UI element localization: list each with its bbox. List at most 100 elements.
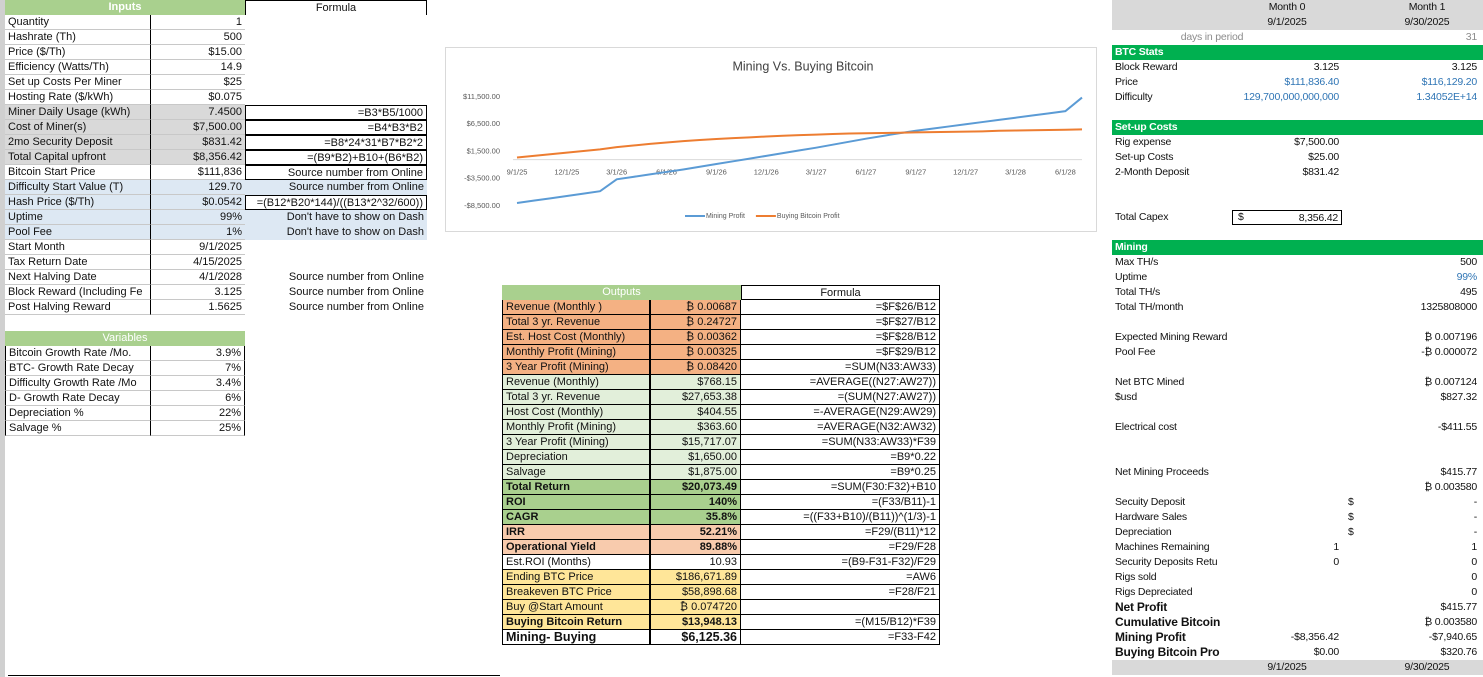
- input-formula: Source number from Online: [245, 285, 427, 300]
- input-formula: =(B12*B20*144)/((B13*2^32/600)): [245, 195, 427, 210]
- output-value: $27,653.38: [650, 390, 741, 405]
- row-label: Depreciation: [1115, 526, 1172, 538]
- input-value: $7,500.00: [150, 120, 245, 135]
- input-value: 4/1/2028: [150, 270, 245, 285]
- formula-header: Formula: [741, 285, 940, 300]
- output-formula: =B9*0.22: [741, 450, 940, 465]
- x-tick-label: 12/1/25: [554, 168, 579, 177]
- output-formula: =((F33+B10)/(B11))^(1/3)-1: [741, 510, 940, 525]
- variable-label: Difficulty Growth Rate /Mo: [5, 376, 150, 391]
- output-value: $58,898.68: [650, 585, 741, 600]
- row-label: Total TH/month: [1115, 301, 1184, 313]
- output-label: 3 Year Profit (Mining): [502, 360, 650, 375]
- legend-label: Mining Profit: [706, 213, 745, 220]
- row-gutter: [0, 0, 5, 677]
- month1-value: ₿ 0.007196: [1424, 331, 1478, 343]
- output-label: Total 3 yr. Revenue: [502, 315, 650, 330]
- month1-value: -$411.55: [1437, 421, 1477, 433]
- row-label: Pool Fee: [1115, 346, 1156, 358]
- variable-label: D- Growth Rate Decay: [5, 391, 150, 406]
- formula-header: Formula: [245, 0, 427, 15]
- section-header: Mining: [1112, 240, 1483, 255]
- output-formula: =$F$27/B12: [741, 315, 940, 330]
- input-value: 129.70: [150, 180, 245, 195]
- input-value: $831.42: [150, 135, 245, 150]
- output-formula: =(M15/B12)*F39: [741, 615, 940, 630]
- input-value: 7.4500: [150, 105, 245, 120]
- chart-title: Mining Vs. Buying Bitcoin: [732, 59, 873, 73]
- month1-value: 495: [1460, 286, 1477, 298]
- row-label: Net Profit: [1115, 600, 1168, 614]
- row-label: Rigs Depreciated: [1115, 586, 1193, 598]
- month1-value: 3.125: [1451, 61, 1477, 73]
- month1-value: ₿ 0.003580: [1424, 481, 1478, 493]
- row-bg: [1112, 15, 1483, 30]
- output-label: Operational Yield: [502, 540, 650, 555]
- input-label: Cost of Miner(s): [5, 120, 150, 135]
- y-tick-label: $6,500.00: [467, 119, 500, 128]
- output-value: $13,948.13: [650, 615, 741, 630]
- input-label: Miner Daily Usage (kWh): [5, 105, 150, 120]
- output-formula: =SUM(F30:F32)+B10: [741, 480, 940, 495]
- output-value: ₿ 0.00687: [650, 300, 741, 315]
- input-value: $0.0542: [150, 195, 245, 210]
- output-formula: =F29/F28: [741, 540, 940, 555]
- month1-value: $827.32: [1440, 391, 1477, 403]
- output-formula: =B9*0.25: [741, 465, 940, 480]
- row-label: Price: [1115, 76, 1138, 88]
- row-label: Rigs sold: [1115, 571, 1157, 583]
- output-value: $20,073.49: [650, 480, 741, 495]
- input-formula: Don't have to show on Dash: [245, 225, 427, 240]
- output-value: ₿ 0.24727: [650, 315, 741, 330]
- input-label: Price ($/Th): [5, 45, 150, 60]
- month1-value: 0: [1471, 556, 1477, 568]
- output-label: Monthly Profit (Mining): [502, 420, 650, 435]
- output-formula: =-AVERAGE(N29:AW29): [741, 405, 940, 420]
- y-tick-label: -$8,500.00: [464, 201, 500, 210]
- output-value: ₿ 0.074720: [650, 600, 741, 615]
- row-label: Uptime: [1115, 271, 1148, 283]
- output-formula: =$F$28/B12: [741, 330, 940, 345]
- currency: $: [1348, 511, 1354, 523]
- month0-value: $0.00: [1313, 646, 1339, 658]
- input-label: Efficiency (Watts/Th): [5, 60, 150, 75]
- output-value: 52.21%: [650, 525, 741, 540]
- row-label: Hardware Sales: [1115, 511, 1187, 523]
- input-label: Total Capital upfront: [5, 150, 150, 165]
- bottom-rule: [8, 675, 500, 676]
- row-label: Electrical cost: [1115, 421, 1177, 433]
- series-line: [516, 96, 1083, 204]
- output-label: Total 3 yr. Revenue: [502, 390, 650, 405]
- month0-value: $111,836.40: [1284, 76, 1339, 88]
- chart-frame: [445, 47, 1097, 232]
- x-tick-label: 6/1/27: [856, 168, 877, 177]
- variable-value: 3.4%: [150, 376, 245, 391]
- input-label: Post Halving Reward: [5, 300, 150, 315]
- input-label: Bitcoin Start Price: [5, 165, 150, 180]
- month-header: Month 0: [1268, 1, 1306, 13]
- output-value: $1,875.00: [650, 465, 741, 480]
- input-formula: Source number from Online: [245, 300, 427, 315]
- row-label: Secuity Deposit: [1115, 496, 1185, 508]
- input-formula: Source number from Online: [245, 165, 427, 180]
- month0-value: 1: [1333, 541, 1339, 553]
- output-value: $768.15: [650, 375, 741, 390]
- output-formula-empty: [741, 600, 940, 615]
- input-formula: =B4*B3*B2: [245, 120, 427, 135]
- output-formula: =(B9-F31-F32)/F29: [741, 555, 940, 570]
- output-value: $15,717.07: [650, 435, 741, 450]
- input-value: 9/1/2025: [150, 240, 245, 255]
- x-tick-label: 9/1/26: [706, 168, 727, 177]
- inputs-header: Inputs: [5, 0, 245, 15]
- month-date: 9/30/2025: [1404, 16, 1450, 28]
- input-label: Hash Price ($/Th): [5, 195, 150, 210]
- output-formula: =(SUM(N27:AW27)): [741, 390, 940, 405]
- month0-value: 8,356.42: [1232, 210, 1342, 225]
- input-value: 3.125: [150, 285, 245, 300]
- output-label: Est. Host Cost (Monthly): [502, 330, 650, 345]
- row-label: Cumulative Bitcoin: [1115, 615, 1221, 629]
- output-label: Breakeven BTC Price: [502, 585, 650, 600]
- variable-value: 3.9%: [150, 346, 245, 361]
- output-formula: =SUM(N33:AW33)*F39: [741, 435, 940, 450]
- output-value: $363.60: [650, 420, 741, 435]
